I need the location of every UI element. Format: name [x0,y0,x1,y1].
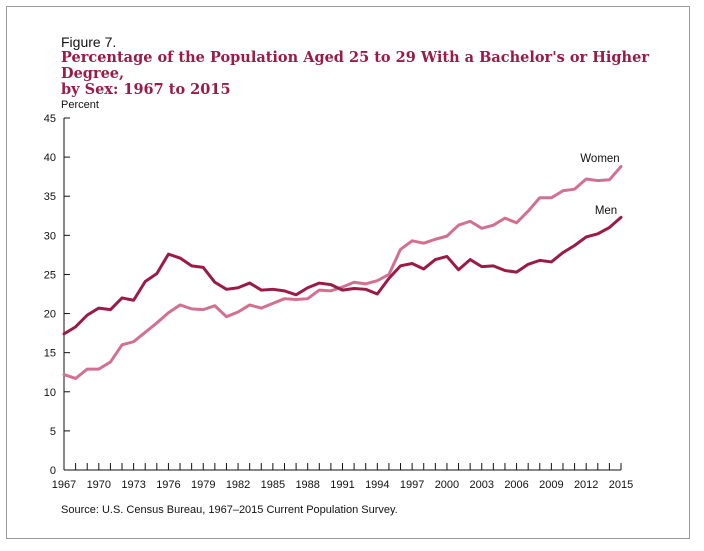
series-labels: Women Men [580,153,619,217]
series-label-men: Men [595,205,617,217]
series-label-women: Women [580,153,619,165]
x-tick-label: 2003 [470,479,494,491]
series-line-women [62,165,623,380]
source-note: Source: U.S. Census Bureau, 1967–2015 Cu… [61,504,398,516]
x-tick-label: 1994 [365,479,389,491]
x-tick-label: 2009 [539,479,563,491]
figure-title-line2: by Sex: 1967 to 2015 [61,81,231,98]
figure-label: Figure 7. [61,34,117,50]
chart-series [62,165,623,380]
x-tick-label: 1982 [226,479,250,491]
x-tick-label: 2000 [435,479,459,491]
y-tick-label: 30 [44,230,56,242]
y-tick-label: 35 [44,191,56,203]
figure-frame [6,6,690,539]
y-tick-label: 5 [50,426,56,438]
figure-title: Percentage of the Population Aged 25 to … [61,50,681,98]
y-tick-label: 0 [50,465,56,477]
series-line-men [62,215,623,336]
x-tick-label: 1967 [52,479,76,491]
x-tick-label: 1991 [330,479,354,491]
y-axis-label: Percent [61,99,99,111]
x-tick-label: 2015 [609,479,633,491]
x-tick-label: 2006 [504,479,528,491]
y-tick-label: 10 [44,387,56,399]
x-tick-label: 1988 [295,479,319,491]
y-tick-label: 40 [44,152,56,164]
y-tick-label: 20 [44,309,56,321]
x-tick-label: 1976 [156,479,180,491]
figure-title-line1: Percentage of the Population Aged 25 to … [61,49,649,82]
y-tick-label: 45 [44,113,56,125]
x-tick-label: 1979 [191,479,215,491]
x-tick-label: 1997 [400,479,424,491]
x-tick-label: 2012 [574,479,598,491]
chart-axes: 0 5 10 15 20 25 30 35 40 45 1967 1970 1973 1976 1979 19… [44,113,633,491]
x-tick-label: 1973 [121,479,145,491]
y-tick-label: 25 [44,269,56,281]
y-tick-label: 15 [44,348,56,360]
x-tick-label: 1970 [87,479,111,491]
x-tick-label: 1985 [261,479,285,491]
